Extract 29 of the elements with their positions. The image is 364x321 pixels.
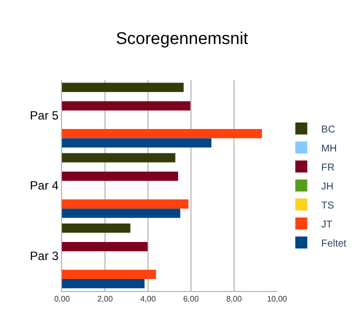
x-tick-label: 2,00 [97,294,114,304]
x-tick-label: 4,00 [140,294,156,304]
bar [62,208,180,218]
bar [62,278,145,288]
bar [62,82,184,92]
bar [62,223,130,233]
x-tick-label: 10,00 [266,294,288,304]
bar [62,153,176,162]
chart-title: Scoregennemsnit [116,29,248,48]
y-tick-label: Par 4 [30,178,59,193]
bar [62,270,156,279]
y-tick-label: Par 5 [30,108,59,122]
y-tick-label: Par 3 [30,249,59,264]
legend-label: MH [321,143,337,154]
bar [62,242,148,252]
bar [62,138,212,148]
legend-label: JT [321,219,332,230]
bar [62,101,190,111]
legend-label: Feltet [321,238,347,250]
bar [62,172,178,181]
legend-label: BC [321,124,336,136]
bar [62,129,262,138]
x-tick-label: 8,00 [226,294,242,304]
x-tick-label: 6,00 [183,294,200,304]
bar [62,199,188,209]
legend-label: TS [321,200,334,212]
x-tick-label: 0,00 [54,294,70,304]
legend-label: JH [321,181,334,192]
legend-label: FR [321,162,335,174]
